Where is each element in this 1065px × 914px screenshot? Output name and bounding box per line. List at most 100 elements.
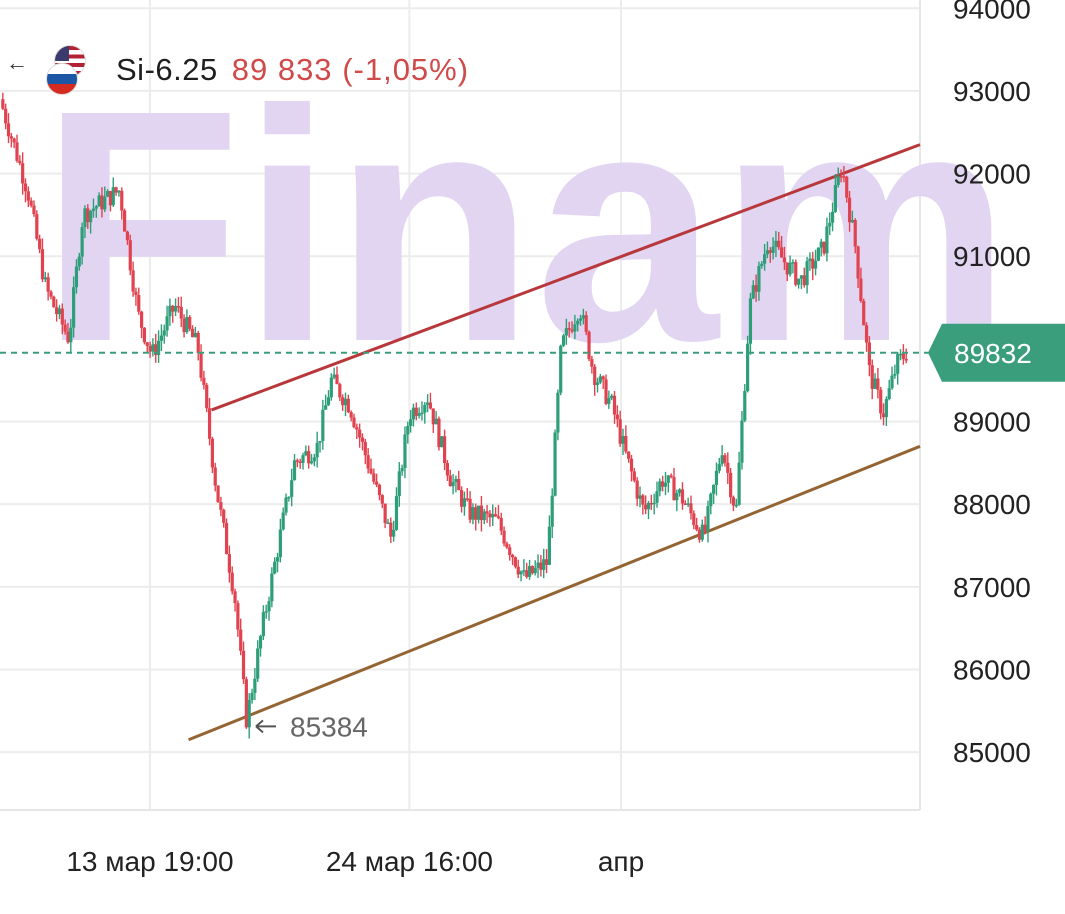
candle-body [46, 277, 50, 292]
candle-body [522, 570, 526, 572]
candle-body [264, 611, 268, 613]
candle-body [125, 231, 130, 241]
candle-body [12, 138, 16, 143]
candle-body [542, 559, 546, 570]
candle-body [230, 572, 234, 592]
candle-body [595, 382, 600, 385]
candle-body [881, 413, 886, 418]
candle-body [86, 208, 90, 223]
candle-body [822, 241, 826, 254]
candle-body [847, 197, 852, 223]
y-tick-label: 86000 [953, 654, 1031, 685]
trend-line-upper[interactable] [211, 143, 921, 412]
candle-body [69, 327, 73, 343]
candle-body [49, 291, 53, 297]
candle-body [173, 306, 178, 312]
candle-body [859, 278, 863, 301]
y-tick-label: 87000 [953, 572, 1031, 603]
candle-body [788, 262, 792, 275]
candle-body [485, 511, 489, 514]
candle-body [516, 566, 520, 575]
candle-body [697, 529, 702, 540]
trend-line-lower[interactable] [188, 444, 921, 742]
candle-body [103, 196, 107, 210]
candle-body [414, 407, 418, 416]
candle-body [423, 404, 427, 413]
candle-body [63, 324, 67, 332]
candle-body [97, 195, 101, 207]
candle-body [771, 246, 775, 253]
candle-body [723, 455, 727, 463]
candle-body [488, 513, 492, 518]
candle-body [813, 260, 818, 269]
candle-body [828, 222, 832, 227]
candle-body [335, 374, 339, 385]
candle-body [383, 503, 387, 523]
candle-body [839, 176, 843, 178]
candle-body [893, 373, 897, 376]
candle-body [627, 451, 631, 459]
candle-body [417, 413, 421, 416]
candle-body [505, 543, 509, 548]
candle-body [100, 195, 104, 210]
candle-body [864, 325, 869, 343]
candle-body [765, 250, 770, 255]
candle-body [904, 358, 908, 361]
candle-body [901, 353, 905, 359]
candle-body [836, 176, 840, 186]
y-tick-label: 91000 [953, 241, 1031, 272]
candle-body [134, 291, 138, 296]
back-arrow-icon[interactable]: ← [6, 50, 28, 75]
candle-body [513, 557, 518, 567]
candle-body [247, 699, 251, 728]
candle-body [182, 318, 186, 333]
candle-body [751, 285, 755, 299]
candle-body [434, 418, 438, 425]
candle-body [479, 505, 484, 521]
candle-body [760, 263, 764, 267]
candle-body [482, 511, 486, 521]
candle-body [448, 475, 452, 487]
ticker-symbol[interactable]: Si-6.25 [116, 52, 218, 87]
candle-body [547, 526, 551, 565]
candles [1, 92, 908, 739]
candle-body [581, 315, 585, 319]
candle-body [312, 457, 316, 462]
candle-body [261, 612, 265, 637]
candle-body [468, 498, 472, 520]
candle-body [695, 524, 699, 530]
grid-lines [0, 0, 921, 811]
candle-body [389, 522, 393, 537]
candle-body [578, 318, 583, 321]
candle-body [165, 316, 169, 331]
candle-body [763, 254, 767, 264]
candle-body [590, 359, 594, 367]
candle-body [550, 495, 554, 527]
candle-body [853, 220, 857, 247]
candle-body [287, 496, 291, 499]
candle-body [873, 378, 877, 389]
candle-body [457, 478, 461, 491]
candle-body [216, 485, 220, 503]
candle-body [703, 524, 707, 532]
candle-body [791, 262, 795, 264]
candle-body [601, 376, 605, 380]
candle-body [137, 295, 141, 312]
candle-body [493, 514, 498, 517]
candle-body [649, 502, 653, 505]
x-tick-label: апр [598, 846, 644, 877]
candle-body [349, 412, 353, 418]
candle-body [706, 506, 710, 532]
period-min-label: 85384 [290, 711, 368, 742]
candle-body [193, 332, 197, 338]
candle-body [60, 308, 64, 325]
candle-body [700, 524, 704, 540]
candle-body [123, 210, 127, 232]
candle-body [748, 298, 753, 344]
candle-body [375, 481, 379, 485]
candle-body [734, 504, 738, 507]
last-price-label: 89832 [954, 338, 1032, 369]
candle-body [819, 241, 823, 248]
candle-body [539, 562, 543, 570]
